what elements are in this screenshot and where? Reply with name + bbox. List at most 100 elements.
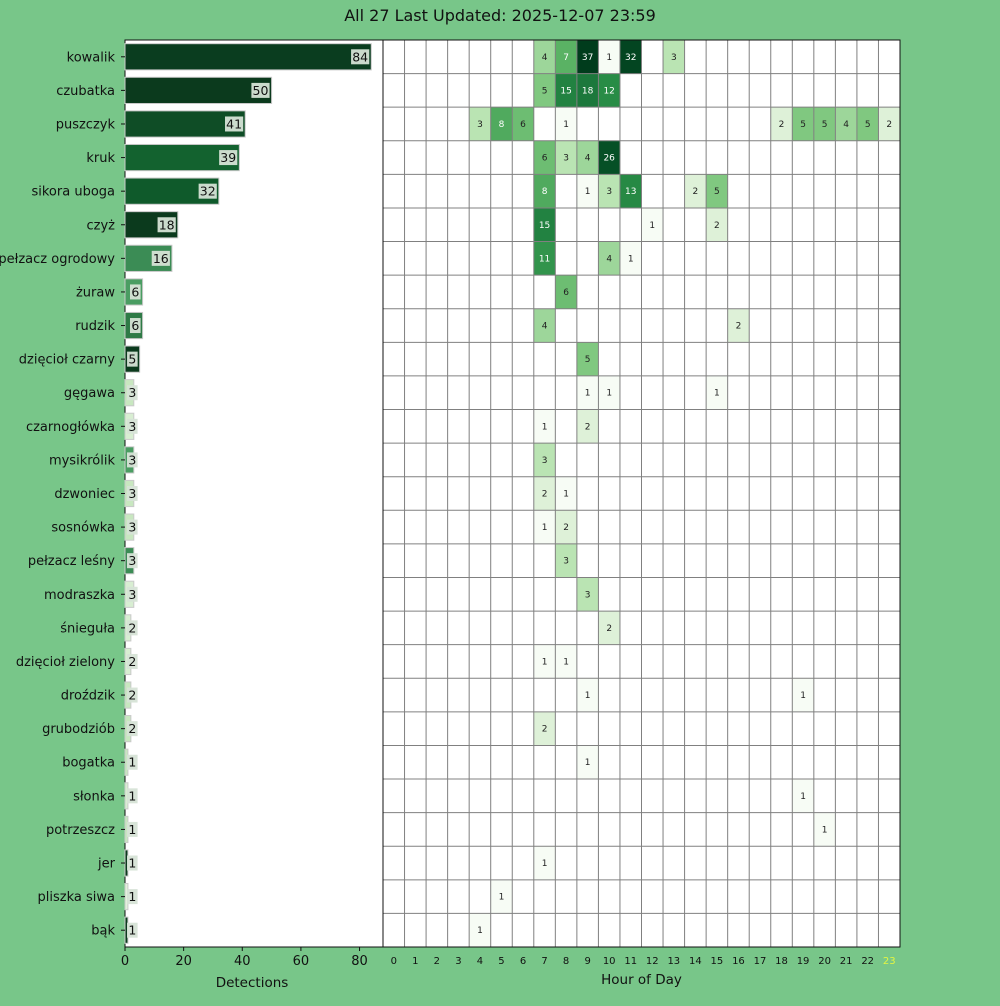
heatmap-cell-value: 5 <box>800 120 806 130</box>
category-label: kowalik <box>67 50 116 65</box>
heatmap-cell <box>576 40 599 74</box>
heatmap-cell <box>598 174 620 208</box>
bar-label-box <box>127 553 138 569</box>
bar-label-box <box>129 284 141 300</box>
heatmap-cell <box>555 476 577 511</box>
heatmap-cell-value: 37 <box>582 53 593 63</box>
bar-value-label: 2 <box>128 721 136 736</box>
heatmap-cell <box>835 107 857 141</box>
heatmap-cell <box>619 40 642 74</box>
bar-label-box <box>151 250 170 266</box>
heatmap-cell-value: 26 <box>603 154 615 164</box>
heatmap-cell <box>576 73 599 108</box>
bar-label-box <box>127 721 138 737</box>
category-label: pełzacz leśny <box>28 554 115 569</box>
heatmap-cell-value: 3 <box>563 154 569 164</box>
heatmap-cell-value: 1 <box>563 490 569 500</box>
bar <box>124 43 372 71</box>
heatmap-cell <box>878 107 900 141</box>
bar-value-label: 1 <box>128 923 136 938</box>
heatmap-cell <box>555 275 577 309</box>
hour-label: 14 <box>689 956 702 967</box>
heatmap-cell <box>533 510 556 544</box>
bar-label-box <box>129 318 141 334</box>
category-label: potrzeszcz <box>46 823 115 838</box>
heatmap-cell-value: 1 <box>606 53 612 63</box>
heatmap-x-axis-title: Hour of Day <box>601 972 682 988</box>
heatmap-cell <box>792 779 814 813</box>
heatmap-cell <box>533 711 556 746</box>
hour-label: 7 <box>541 956 547 967</box>
hour-label: 4 <box>477 956 483 967</box>
bar-value-label: 84 <box>352 49 368 64</box>
heatmap-cell-value: 1 <box>800 792 806 802</box>
heatmap-cell-value: 5 <box>542 86 548 96</box>
heatmap-cell-value: 4 <box>843 120 849 130</box>
heatmap-cell <box>663 40 685 74</box>
heatmap-frame <box>382 39 901 948</box>
heatmap-cell <box>770 107 793 141</box>
heatmap-cell-value: 1 <box>585 187 591 197</box>
heatmap-cell-value: 1 <box>563 120 569 130</box>
bar-value-label: 3 <box>128 553 136 568</box>
heatmap-cell <box>598 73 620 108</box>
bar-value-label: 6 <box>131 318 139 333</box>
heatmap-cell-value: 12 <box>603 86 614 96</box>
category-label: słonka <box>73 789 115 804</box>
x-tick-label: 20 <box>175 954 192 969</box>
hour-label: 12 <box>646 956 659 967</box>
category-label: rudzik <box>75 319 115 334</box>
heatmap-cell <box>598 241 620 276</box>
hour-label: 23 <box>883 956 896 967</box>
heatmap-cell <box>598 40 620 74</box>
hour-label: 3 <box>455 956 461 967</box>
heatmap-cell-value: 4 <box>606 254 612 264</box>
bar-value-label: 50 <box>253 83 269 98</box>
heatmap-cell <box>576 375 599 410</box>
bar-label-box <box>198 183 217 199</box>
heatmap-cell-value: 1 <box>563 657 569 667</box>
heatmap-cell <box>533 409 556 444</box>
heatmap-cell-value: 2 <box>779 120 785 130</box>
heatmap-cell-value: 5 <box>585 355 591 365</box>
hour-label: 5 <box>498 956 504 967</box>
heatmap-cell <box>555 140 577 175</box>
heatmap-cell <box>490 107 513 141</box>
bar-label-box <box>127 519 138 535</box>
bar-label-box <box>157 217 176 233</box>
heatmap-cell-value: 1 <box>606 389 612 399</box>
heatmap-cell-value: 1 <box>649 221 655 231</box>
hour-label: 8 <box>563 956 569 967</box>
heatmap-cell-value: 1 <box>800 691 806 701</box>
category-label: bogatka <box>62 756 115 771</box>
heatmap-cell-value: 1 <box>714 389 720 399</box>
bar-label-box <box>127 452 138 468</box>
bar-value-label: 2 <box>128 688 136 703</box>
heatmap-cell <box>856 107 879 141</box>
bar-value-label: 2 <box>128 654 136 669</box>
bar-label-box <box>127 653 138 669</box>
heatmap-cell <box>490 879 513 914</box>
heatmap-cell-value: 1 <box>585 758 591 768</box>
heatmap-cell <box>533 443 556 477</box>
hour-label: 6 <box>520 956 526 967</box>
heatmap-cell <box>598 611 620 645</box>
heatmap-cell <box>533 476 556 511</box>
heatmap-cell <box>533 308 556 343</box>
category-label: sikora uboga <box>31 185 115 200</box>
heatmap-cell <box>555 73 577 108</box>
heatmap-cell-value: 5 <box>714 187 720 197</box>
x-tick-label: 60 <box>293 954 310 969</box>
heatmap-cell <box>469 107 491 141</box>
bar-label-box <box>225 116 244 132</box>
heatmap-cell-value: 1 <box>542 657 548 667</box>
category-label: śnieguła <box>60 621 115 636</box>
category-label: pełzacz ogrodowy <box>0 252 115 267</box>
heatmap-cell-value: 15 <box>560 86 571 96</box>
heatmap-cell-value: 1 <box>542 523 548 533</box>
category-label: gęgawa <box>64 386 115 401</box>
heatmap-cell <box>533 644 556 679</box>
heatmap-cell-value: 8 <box>499 120 505 130</box>
heatmap-cell <box>706 174 728 208</box>
category-label: dzwoniec <box>54 487 115 502</box>
